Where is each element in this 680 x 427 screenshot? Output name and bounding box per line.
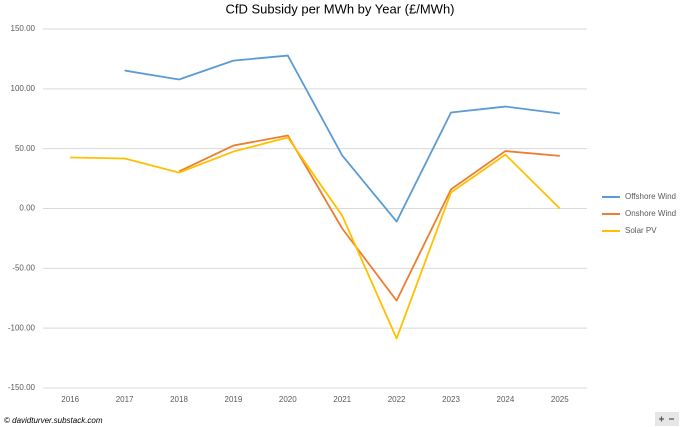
x-tick-label: 2017 [116, 395, 134, 404]
y-tick-label: 50.00 [15, 144, 36, 153]
x-tick-label: 2018 [170, 395, 188, 404]
x-tick-label: 2024 [497, 395, 515, 404]
chart-title: CfD Subsidy per MWh by Year (£/MWh) [225, 1, 454, 16]
y-tick-label: -150.00 [8, 383, 36, 392]
series-line [70, 136, 561, 340]
legend-label: Solar PV [625, 226, 657, 235]
legend-label: Onshore Wind [625, 209, 676, 218]
y-tick-label: 150.00 [11, 24, 36, 33]
x-tick-label: 2023 [442, 395, 460, 404]
y-tick-label: 0.00 [19, 204, 35, 213]
x-tick-label: 2025 [551, 395, 569, 404]
y-tick-label: 100.00 [11, 84, 36, 93]
series-line [124, 54, 560, 223]
x-tick-label: 2021 [333, 395, 351, 404]
x-tick-label: 2020 [279, 395, 297, 404]
x-tick-label: 2019 [225, 395, 243, 404]
series-line [178, 134, 560, 302]
source: © davidturver.substack.com [4, 416, 103, 425]
x-tick-label: 2022 [388, 395, 406, 404]
y-tick-label: -100.00 [8, 323, 36, 332]
zoom-icons[interactable] [659, 416, 674, 422]
zoom-controls[interactable] [655, 412, 679, 426]
x-tick-label: 2016 [61, 395, 79, 404]
zoom-box[interactable] [655, 412, 679, 426]
legend-label: Offshore Wind [625, 192, 676, 201]
y-tick-label: -50.00 [12, 263, 35, 272]
